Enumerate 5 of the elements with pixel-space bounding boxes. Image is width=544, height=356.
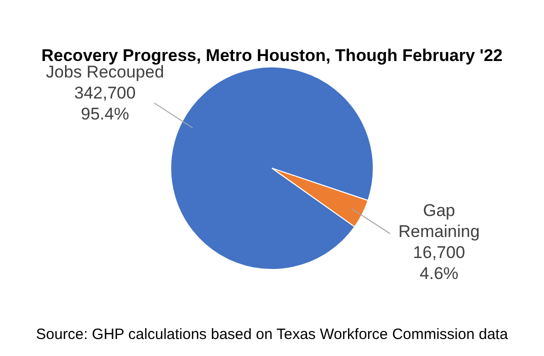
slice-label: Gap Remaining <box>398 200 480 241</box>
chart-title: Recovery Progress, Metro Houston, Though February '22 <box>41 46 503 65</box>
data-label: 342,700 95.4% <box>74 83 136 124</box>
source-note: Source: GHP calculations based on Texas Workforce Commission data <box>35 326 509 343</box>
data-label: 16,700 4.6% <box>413 242 466 283</box>
